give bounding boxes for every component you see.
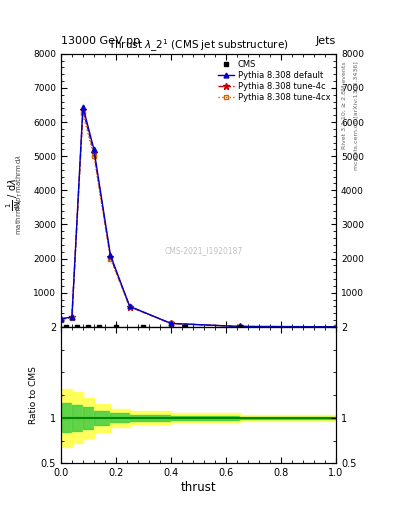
- CMS: [114, 324, 118, 330]
- Line: CMS: CMS: [64, 325, 242, 329]
- Text: $\frac{1}{\mathrm{d}N}$ / $\mathrm{d}\lambda$: $\frac{1}{\mathrm{d}N}$ / $\mathrm{d}\la…: [5, 178, 23, 211]
- Pythia 8.308 tune-4cx: [127, 304, 132, 310]
- Pythia 8.308 tune-4cx: [70, 314, 74, 321]
- Text: $\mathrm{mathrm\,d}p_T\,\mathrm{mathrm\,d}\lambda$: $\mathrm{mathrm\,d}p_T\,\mathrm{mathrm\,…: [15, 154, 25, 235]
- Pythia 8.308 tune-4c: [237, 324, 242, 330]
- CMS: [97, 324, 102, 330]
- CMS: [75, 324, 80, 330]
- Pythia 8.308 tune-4c: [92, 150, 96, 156]
- Legend: CMS, Pythia 8.308 default, Pythia 8.308 tune-4c, Pythia 8.308 tune-4cx: CMS, Pythia 8.308 default, Pythia 8.308 …: [216, 58, 332, 103]
- Pythia 8.308 tune-4c: [70, 314, 74, 320]
- Pythia 8.308 tune-4cx: [59, 316, 63, 323]
- CMS: [86, 324, 91, 330]
- Pythia 8.308 default: [81, 103, 85, 110]
- Line: Pythia 8.308 default: Pythia 8.308 default: [59, 104, 338, 329]
- CMS: [237, 324, 242, 330]
- Title: Thrust $\lambda\_2^1$ (CMS jet substructure): Thrust $\lambda\_2^1$ (CMS jet substruct…: [108, 37, 289, 54]
- CMS: [141, 324, 146, 330]
- Text: mcplots.cern.ch [arXiv:1306.3436]: mcplots.cern.ch [arXiv:1306.3436]: [354, 61, 359, 170]
- Pythia 8.308 tune-4cx: [169, 321, 173, 327]
- Line: Pythia 8.308 tune-4c: Pythia 8.308 tune-4c: [58, 107, 339, 330]
- Text: CMS-2021_I1920187: CMS-2021_I1920187: [165, 246, 243, 255]
- Pythia 8.308 default: [108, 252, 113, 258]
- Pythia 8.308 tune-4c: [108, 254, 113, 260]
- Pythia 8.308 tune-4c: [127, 304, 132, 310]
- Text: Rivet 3.1.10; ≥ 2.8M events: Rivet 3.1.10; ≥ 2.8M events: [342, 61, 347, 149]
- X-axis label: thrust: thrust: [181, 481, 216, 494]
- Y-axis label: Ratio to CMS: Ratio to CMS: [29, 366, 38, 424]
- Pythia 8.308 default: [70, 314, 74, 320]
- Pythia 8.308 tune-4c: [81, 107, 85, 113]
- Pythia 8.308 default: [127, 303, 132, 309]
- Pythia 8.308 default: [169, 321, 173, 327]
- CMS: [64, 324, 69, 330]
- Pythia 8.308 tune-4cx: [92, 153, 96, 159]
- Pythia 8.308 default: [334, 324, 338, 330]
- Pythia 8.308 tune-4c: [334, 324, 338, 330]
- Pythia 8.308 tune-4cx: [237, 324, 242, 330]
- Pythia 8.308 tune-4c: [169, 321, 173, 327]
- Pythia 8.308 tune-4c: [59, 316, 63, 322]
- Pythia 8.308 tune-4cx: [81, 111, 85, 117]
- Pythia 8.308 default: [59, 316, 63, 322]
- Pythia 8.308 tune-4cx: [334, 324, 338, 330]
- Text: Jets: Jets: [316, 36, 336, 46]
- Text: 13000 GeV pp: 13000 GeV pp: [61, 36, 140, 46]
- CMS: [182, 324, 187, 330]
- Pythia 8.308 tune-4cx: [108, 255, 113, 262]
- Pythia 8.308 default: [237, 324, 242, 330]
- Line: Pythia 8.308 tune-4cx: Pythia 8.308 tune-4cx: [59, 111, 338, 329]
- Pythia 8.308 default: [92, 146, 96, 153]
